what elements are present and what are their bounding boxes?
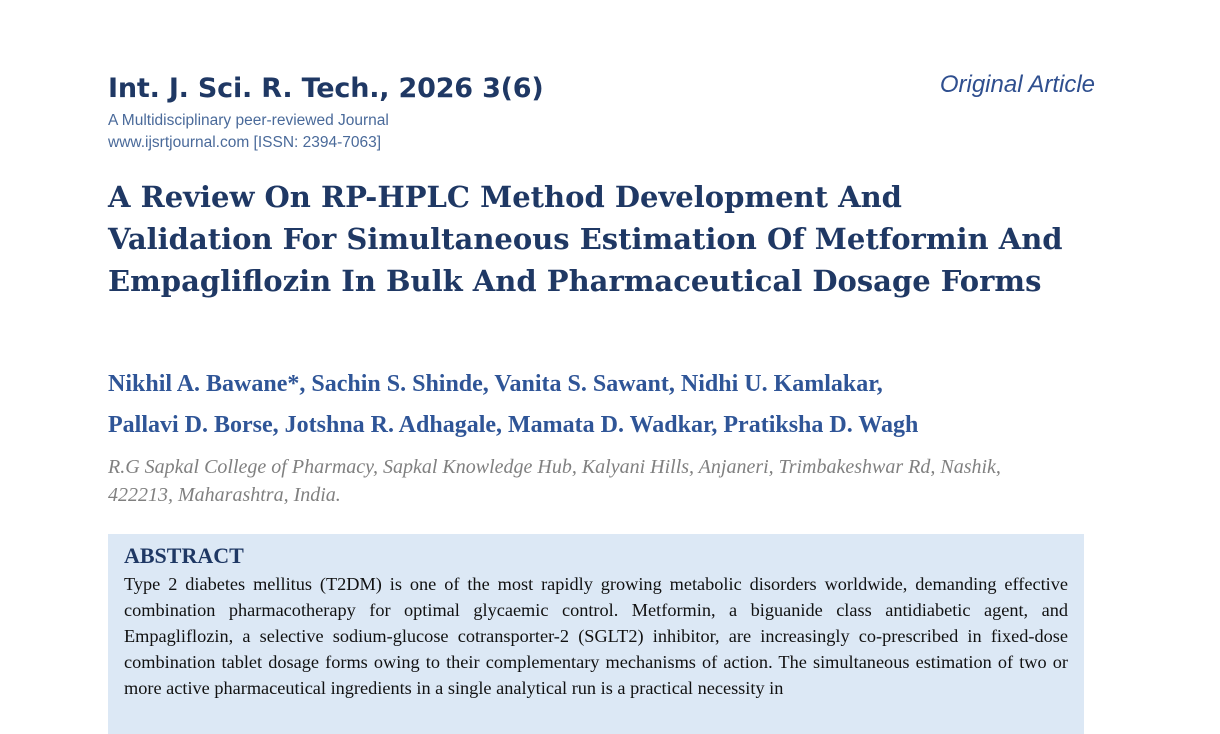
abstract-text: Type 2 diabetes mellitus (T2DM) is one o… [124, 574, 1068, 698]
affiliation: R.G Sapkal College of Pharmacy, Sapkal K… [108, 456, 1001, 506]
authors-line-1: Nikhil A. Bawane*, Sachin S. Shinde, Van… [108, 371, 883, 397]
journal-website: www.ijsrtjournal.com [ISSN: 2394-7063] [108, 134, 382, 151]
author-list: Nikhil A. Bawane*, Sachin S. Shinde, Van… [108, 364, 1108, 446]
journal-tagline: A Multidisciplinary peer-reviewed Journa… [108, 112, 389, 129]
journal-title: Int. J. Sci. R. Tech., 2026 3(6) [108, 73, 544, 104]
article-type-label: Original Article [939, 71, 1095, 98]
abstract-section: ABSTRACT Type 2 diabetes mellitus (T2DM)… [108, 534, 1084, 734]
paper-title: A Review On RP-HPLC Method Development A… [108, 180, 1063, 298]
authors-line-2: Pallavi D. Borse, Jotshna R. Adhagale, M… [108, 412, 919, 438]
abstract-heading: ABSTRACT [124, 543, 244, 568]
